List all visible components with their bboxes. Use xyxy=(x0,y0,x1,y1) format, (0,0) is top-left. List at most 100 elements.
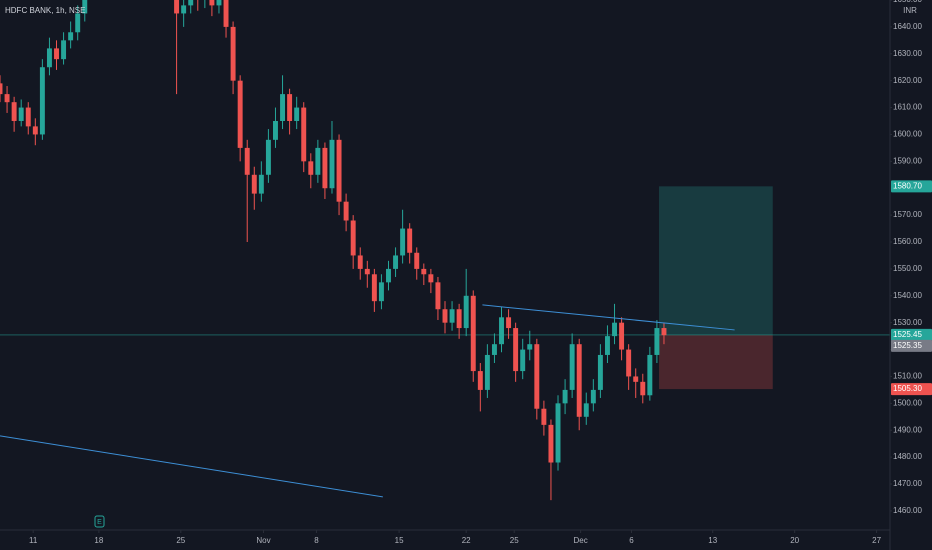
x-tick-label: 13 xyxy=(708,536,717,545)
candle-body xyxy=(273,121,278,140)
candle-body xyxy=(350,220,356,256)
y-tick-label: 1620.00 xyxy=(893,76,922,85)
y-tick-label: 1490.00 xyxy=(893,425,922,434)
candle-body xyxy=(633,376,639,382)
candle-body xyxy=(11,102,17,122)
candle-body xyxy=(46,48,52,68)
candle-body xyxy=(442,309,448,323)
candle-body xyxy=(421,268,427,275)
candle-body xyxy=(230,26,236,81)
candle-body xyxy=(75,13,81,33)
candle-body xyxy=(569,344,575,390)
candle-body xyxy=(541,408,547,425)
y-tick-label: 1630.00 xyxy=(893,49,922,58)
event-icon[interactable]: E xyxy=(94,515,105,528)
candle-body xyxy=(491,344,497,355)
candle-body xyxy=(329,139,335,189)
candle-body xyxy=(477,371,483,390)
price-label-bg xyxy=(891,180,932,193)
x-tick-label: 11 xyxy=(29,536,38,545)
y-tick-label: 1480.00 xyxy=(893,452,922,461)
y-tick-label: 1550.00 xyxy=(893,264,922,273)
candle-body xyxy=(280,94,286,122)
y-tick-label: 1500.00 xyxy=(893,398,922,407)
candle-body xyxy=(343,201,349,221)
currency: INR xyxy=(903,6,917,15)
y-tick-label: 1530.00 xyxy=(893,318,922,327)
candle-body xyxy=(25,107,31,127)
candle-body xyxy=(484,354,490,390)
y-tick-label: 1540.00 xyxy=(893,291,922,300)
plot-area xyxy=(0,0,890,501)
candle-body xyxy=(188,0,194,6)
candle-body xyxy=(301,107,307,162)
candle-body xyxy=(315,147,321,175)
candle-body xyxy=(336,139,342,202)
y-tick-label: 1510.00 xyxy=(893,372,922,381)
candle-body xyxy=(393,255,399,269)
x-tick-label: 6 xyxy=(629,536,634,545)
y-tick-label: 1470.00 xyxy=(893,479,922,488)
candle-body xyxy=(647,354,653,396)
candle-body xyxy=(61,40,67,60)
symbol-title: HDFC BANK, 1h, NSE xyxy=(5,6,85,15)
candle-body xyxy=(251,174,257,194)
candle-body xyxy=(209,0,215,6)
candle-body xyxy=(4,94,10,103)
x-tick-label: 27 xyxy=(872,536,881,545)
candle-body xyxy=(576,344,582,417)
trend-line xyxy=(482,304,735,331)
candle-body xyxy=(463,295,469,329)
candle-body xyxy=(265,139,271,175)
candle-body xyxy=(357,255,363,269)
y-tick-label: 1560.00 xyxy=(893,237,922,246)
candle-body xyxy=(590,389,596,404)
candle-body xyxy=(0,83,3,95)
candle-body xyxy=(364,268,370,275)
candle-body xyxy=(308,161,314,175)
candle-body xyxy=(294,107,300,122)
candle-body xyxy=(626,349,632,377)
candle-body xyxy=(520,349,526,372)
candle-body xyxy=(18,107,24,122)
candle-body xyxy=(400,228,406,256)
price-label: 1580.70 xyxy=(893,181,922,190)
y-tick-label: 1590.00 xyxy=(893,156,922,165)
price-label: 1525.45 xyxy=(893,330,922,339)
trend-line xyxy=(0,435,383,498)
candle-body xyxy=(456,309,462,329)
x-tick-label: Dec xyxy=(574,536,588,545)
candle-body xyxy=(661,328,667,336)
price-label: 1525.35 xyxy=(893,341,922,350)
candle-body xyxy=(414,252,420,269)
candle-body xyxy=(640,381,646,396)
x-tick-label: 20 xyxy=(790,536,799,545)
x-tick-label: 15 xyxy=(395,536,404,545)
candle-body xyxy=(583,403,589,417)
candle-body xyxy=(223,0,229,27)
candle-body xyxy=(32,126,38,135)
y-tick-label: 1650.00 xyxy=(893,0,922,4)
y-tick-label: 1570.00 xyxy=(893,210,922,219)
candle-body xyxy=(82,0,88,14)
candle-body xyxy=(371,274,377,302)
candle-body xyxy=(174,0,180,14)
candle-body xyxy=(216,0,222,6)
candle-body xyxy=(428,274,434,283)
candle-body xyxy=(654,328,660,355)
x-tick-label: 18 xyxy=(94,536,103,545)
candle-body xyxy=(68,32,74,41)
candle-body xyxy=(612,322,617,337)
svg-text:E: E xyxy=(97,519,102,526)
candle-body xyxy=(506,317,512,329)
y-tick-label: 1640.00 xyxy=(893,22,922,31)
y-tick-label: 1610.00 xyxy=(893,103,922,112)
candle-body xyxy=(435,282,441,310)
candle-body xyxy=(237,80,243,148)
stop-zone xyxy=(659,334,773,390)
price-label-bg xyxy=(891,383,932,396)
y-tick-label: 1460.00 xyxy=(893,506,922,515)
candle-body xyxy=(407,228,413,253)
